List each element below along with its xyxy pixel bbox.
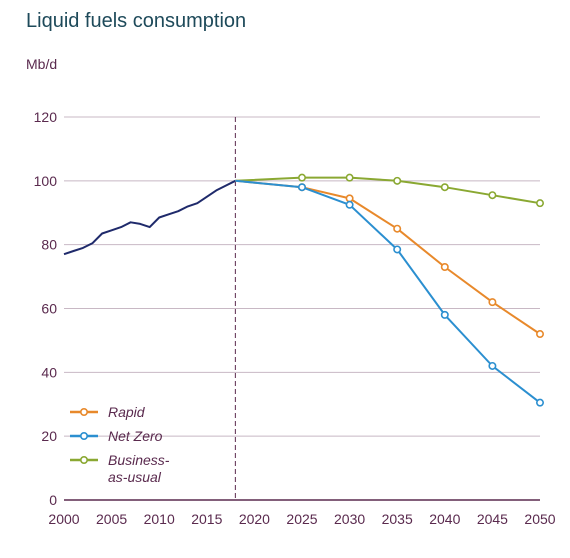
y-tick-label-40: 40 [41, 364, 57, 380]
legend-label-rapid: Rapid [108, 404, 146, 420]
x-tick-label-2045: 2045 [477, 511, 508, 527]
point-net-zero-2050 [535, 398, 544, 407]
y-tick-label-120: 120 [34, 109, 58, 125]
legend-marker-rapid [80, 407, 89, 416]
point-rapid-2030 [345, 194, 354, 203]
y-tick-label-0: 0 [49, 492, 57, 508]
legend-label-net-zero: Net Zero [108, 428, 163, 444]
history-series-line [63, 179, 236, 256]
legend-marker-net-zero [80, 431, 89, 440]
x-tick-label-2025: 2025 [286, 511, 317, 527]
point-business-as-usual-2025 [297, 173, 306, 182]
x-tick-label-2015: 2015 [191, 511, 222, 527]
point-net-zero-2025 [297, 183, 306, 192]
x-tick-label-2000: 2000 [48, 511, 79, 527]
x-tick-label-2020: 2020 [239, 511, 270, 527]
x-tick-label-2005: 2005 [96, 511, 127, 527]
y-tick-label-100: 100 [34, 173, 58, 189]
point-business-as-usual-2030 [345, 173, 354, 182]
point-rapid-2050 [535, 330, 544, 339]
y-tick-label-60: 60 [41, 301, 57, 317]
point-business-as-usual-2040 [440, 183, 449, 192]
x-tick-label-2035: 2035 [382, 511, 413, 527]
point-net-zero-2030 [345, 200, 354, 209]
x-tick-label-2040: 2040 [429, 511, 460, 527]
x-tick-label-2050: 2050 [524, 511, 555, 527]
x-tick-label-2010: 2010 [144, 511, 175, 527]
point-rapid-2040 [440, 263, 449, 272]
legend-label-business-as-usual-line-2: as-usual [108, 469, 162, 485]
y-axis-unit-label: Mb/d [26, 56, 58, 72]
point-business-as-usual-2045 [488, 191, 497, 200]
point-net-zero-2040 [440, 310, 449, 319]
x-tick-label-2030: 2030 [334, 511, 365, 527]
legend: Rapid Net Zero Business-as-usual [70, 404, 170, 485]
point-net-zero-2035 [393, 245, 402, 254]
y-tick-label-20: 20 [41, 428, 57, 444]
point-business-as-usual-2035 [393, 176, 402, 185]
point-net-zero-2045 [488, 361, 497, 370]
series-lines [63, 173, 544, 407]
series-line-business-as-usual [235, 176, 541, 205]
point-rapid-2035 [393, 224, 402, 233]
y-tick-label-80: 80 [41, 237, 57, 253]
point-business-as-usual-2050 [535, 199, 544, 208]
chart-title: Liquid fuels consumption [26, 10, 247, 32]
legend-marker-business-as-usual [80, 455, 89, 464]
grid-lines [64, 116, 540, 437]
series-line-rapid [235, 179, 541, 335]
point-rapid-2045 [488, 298, 497, 307]
legend-label-business-as-usual: Business- [108, 452, 170, 468]
